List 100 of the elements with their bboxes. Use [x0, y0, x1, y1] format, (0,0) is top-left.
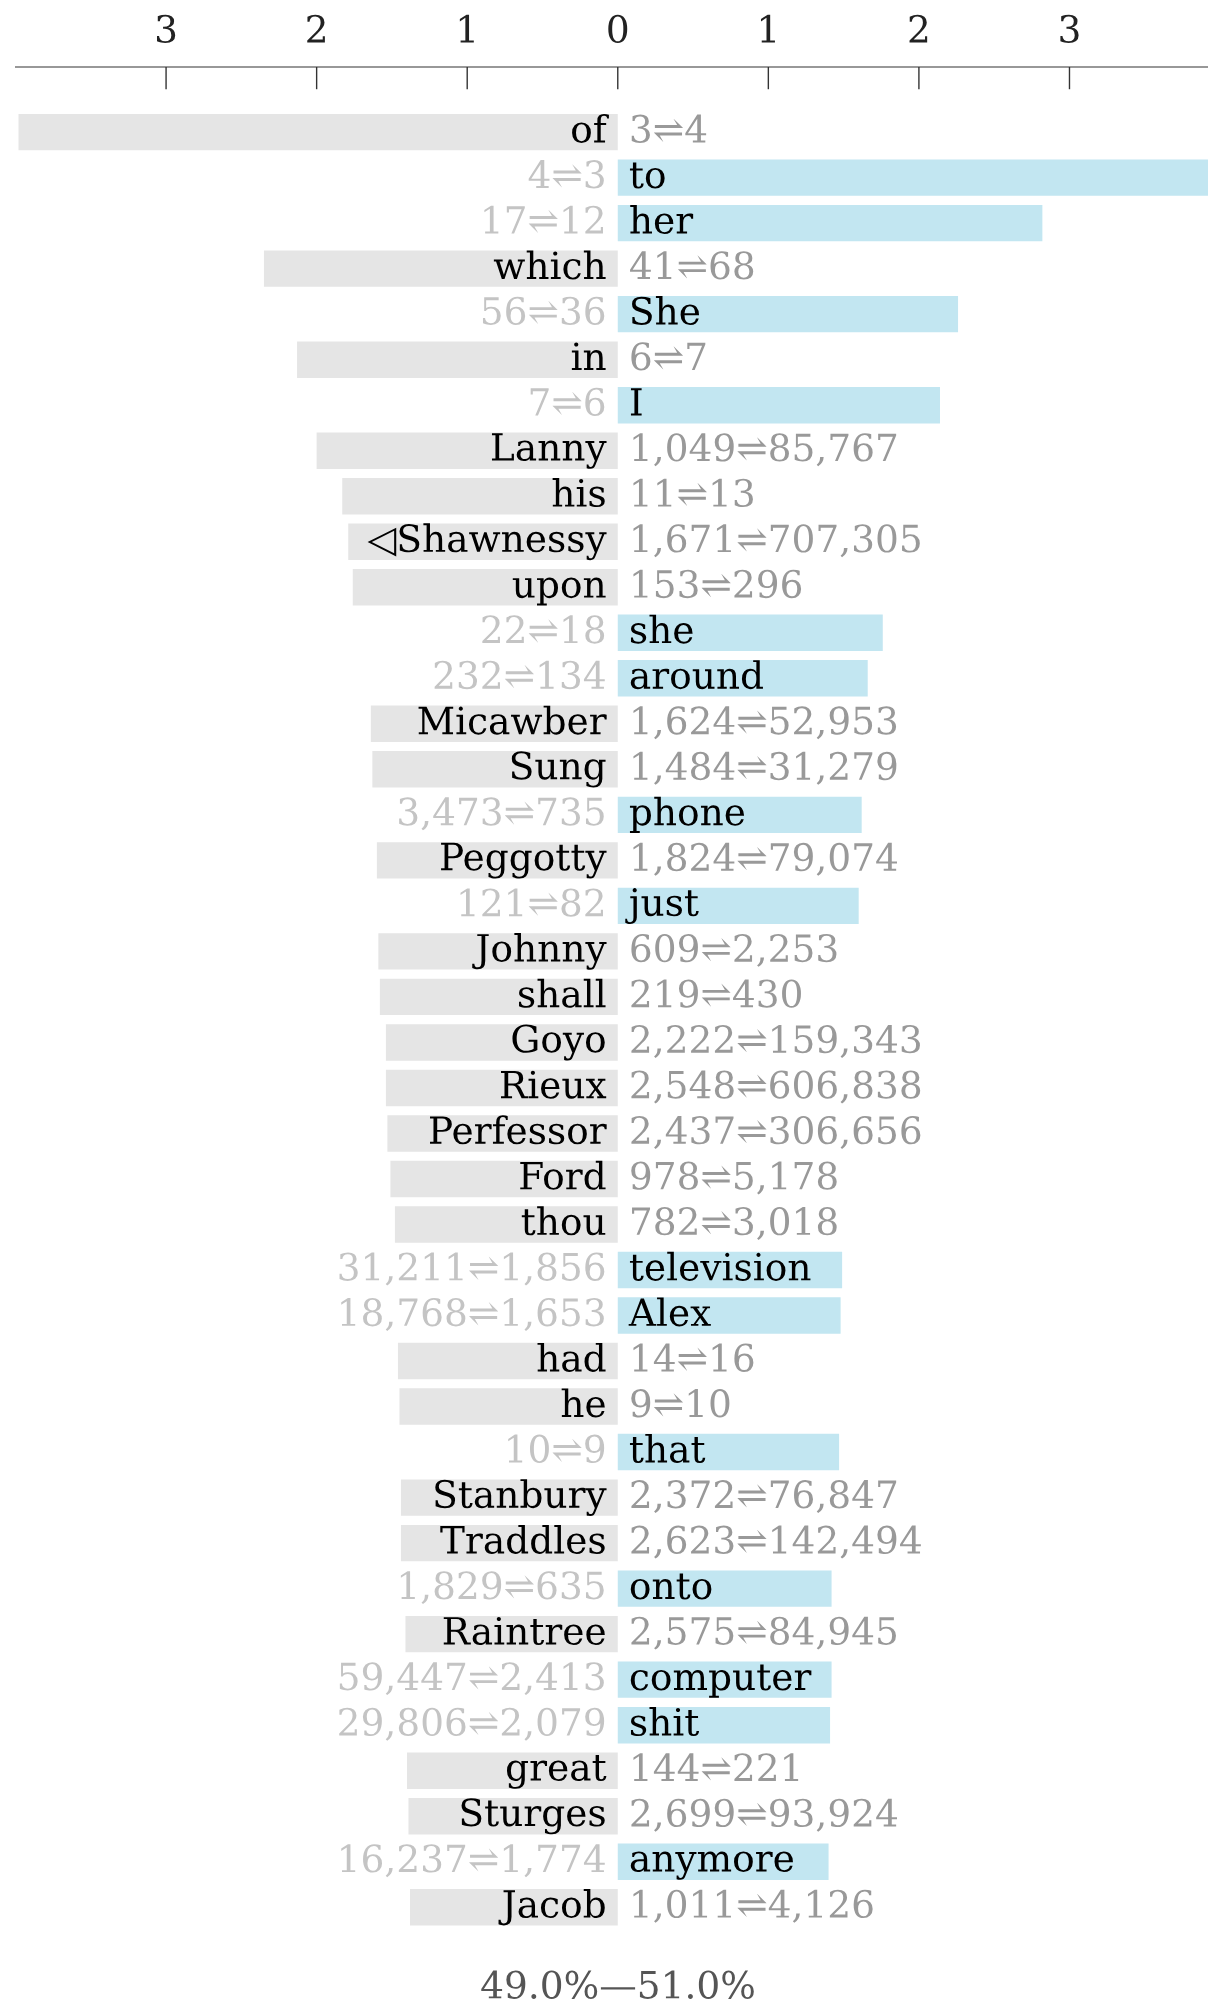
y-tick-label: I	[630, 388, 642, 416]
bar	[316, 432, 618, 469]
annotation: 4⇌3	[528, 160, 604, 189]
y-tick-label: to	[629, 162, 665, 189]
x-tick-label: 1	[459, 14, 474, 43]
y-tick-label: of	[572, 113, 609, 143]
bar	[617, 159, 1208, 196]
y-tick-label: Johnny	[472, 932, 607, 970]
annotation: 1,829⇌635	[400, 1571, 604, 1605]
x-tick-label: 1	[760, 14, 775, 43]
annotation: 10⇌9	[508, 1434, 605, 1463]
bar	[394, 1206, 618, 1243]
y-tick-label: he	[561, 1388, 605, 1418]
y-tick-label: phone	[629, 796, 745, 833]
annotation: 41⇌68	[630, 251, 754, 280]
bar	[390, 1160, 618, 1198]
annotation: 3,473⇌735	[399, 797, 604, 831]
bar	[617, 614, 883, 651]
bar	[617, 204, 1043, 242]
annotation: 144⇌221	[633, 1753, 799, 1782]
annotation: 1,484⇌31,279	[633, 751, 897, 785]
annotation: 7⇌6	[530, 387, 605, 417]
annotation: 219⇌430	[631, 979, 801, 1008]
y-tick-label: Peggotty	[441, 842, 607, 879]
annotation: 2,437⇌306,656	[631, 1115, 921, 1149]
bar	[617, 887, 859, 925]
annotation: 29,806⇌2,079	[339, 1707, 605, 1741]
annotation: 978⇌5,178	[631, 1161, 837, 1195]
annotation: 2,575⇌84,945	[631, 1616, 896, 1650]
annotation: 18,768⇌1,653	[341, 1298, 604, 1331]
annotation: 1,671⇌707,305	[633, 524, 920, 558]
y-tick-label: television	[629, 1251, 811, 1281]
y-tick-label: that	[629, 1433, 706, 1463]
annotation: 14⇌16	[633, 1343, 754, 1372]
y-tick-label: shit	[630, 1707, 700, 1737]
annotation: 2,548⇌606,838	[631, 1070, 921, 1104]
bar	[263, 250, 618, 287]
annotation: 2,623⇌142,494	[631, 1525, 921, 1559]
bar	[617, 1570, 832, 1607]
x-tick-label: 2	[909, 14, 928, 43]
text: 49.0%—51.0%	[481, 1970, 754, 1999]
y-tick-label: shall	[519, 978, 606, 1008]
annotation: 3⇌4	[631, 114, 707, 143]
annotation: 609⇌2,253	[631, 933, 837, 967]
annotation: 1,011⇌4,126	[633, 1889, 873, 1923]
bar	[378, 933, 618, 970]
bar	[397, 1342, 618, 1380]
annotation: 31,211⇌1,856	[339, 1252, 605, 1286]
bar	[352, 569, 618, 606]
y-tick-label: Traddles	[440, 1524, 605, 1554]
y-tick-label: onto	[630, 1573, 712, 1600]
x-tick-label: 3	[157, 14, 176, 44]
y-tick-label: Sturges	[461, 1798, 605, 1835]
annotation: 1,824⇌79,074	[633, 842, 897, 876]
annotation: 59,447⇌2,413	[339, 1662, 604, 1696]
annotation: 1,624⇌52,953	[633, 706, 897, 740]
annotation: 153⇌296	[633, 569, 802, 599]
annotation: 2,222⇌159,343	[631, 1024, 920, 1058]
y-tick-label: Alex	[628, 1297, 711, 1327]
annotation: 232⇌134	[434, 660, 605, 690]
y-tick-label: thou	[521, 1206, 606, 1236]
y-tick-label: she	[630, 614, 693, 644]
annotation: 11⇌13	[633, 478, 753, 508]
annotation: 16,237⇌1,774	[341, 1844, 605, 1878]
y-tick-label: her	[630, 204, 694, 234]
bar	[617, 386, 940, 424]
y-tick-label: in	[571, 342, 606, 371]
annotation: 6⇌7	[631, 342, 706, 371]
y-tick-label: Rieux	[501, 1070, 607, 1099]
bar	[399, 1388, 618, 1425]
y-tick-label: Sung	[511, 751, 606, 788]
x-tick-label: 3	[1060, 14, 1079, 44]
bar	[297, 341, 618, 378]
y-tick-label: She	[632, 296, 700, 326]
y-tick-label: Perfessor	[430, 1115, 607, 1145]
y-tick-label: great	[506, 1755, 607, 1789]
y-tick-label: computer	[630, 1664, 812, 1698]
y-tick-label: Micawber	[418, 705, 607, 735]
y-tick-label: Raintree	[443, 1616, 605, 1646]
bar	[379, 978, 618, 1016]
annotation: 2,372⇌76,847	[631, 1480, 897, 1514]
bar	[342, 478, 618, 515]
annotation: 9⇌10	[631, 1389, 730, 1418]
bar	[617, 1433, 840, 1471]
annotation: 1,049⇌85,767	[633, 433, 897, 467]
bar	[617, 1297, 841, 1334]
y-tick-label: Jacob	[498, 1889, 605, 1926]
y-tick-label: Stanbury	[435, 1479, 607, 1516]
annotation: 782⇌3,018	[632, 1207, 837, 1240]
y-tick-label: anymore	[630, 1851, 793, 1880]
y-tick-label: which	[493, 250, 606, 280]
annotation: 56⇌36	[482, 296, 605, 326]
y-tick-label: around	[630, 660, 763, 690]
annotation: 22⇌18	[482, 615, 605, 644]
y-tick-label: ◁Shawnessy	[367, 523, 607, 561]
y-tick-label: his	[552, 478, 605, 508]
bar	[372, 751, 618, 788]
x-tick-label: 2	[307, 14, 325, 43]
bar	[617, 295, 959, 333]
y-tick-label: Ford	[520, 1160, 606, 1190]
